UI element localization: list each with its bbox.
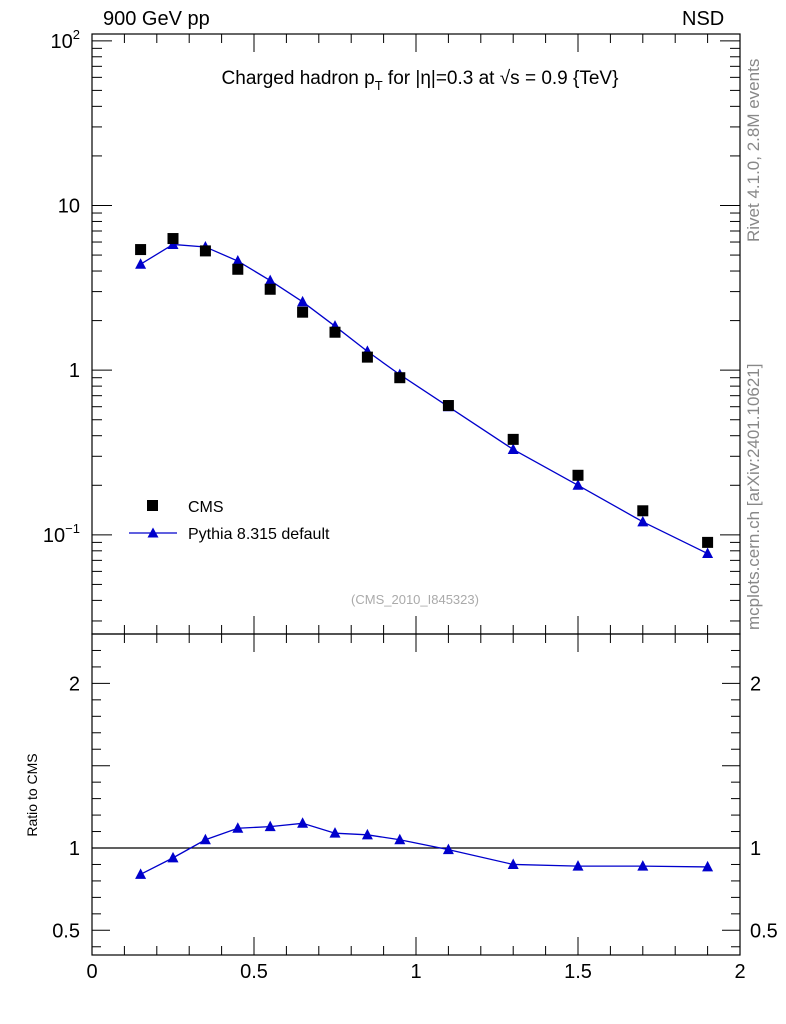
tick-exponent: −1 xyxy=(65,521,80,536)
pythia-ratio-point xyxy=(637,860,649,871)
x-tick-label: 1 xyxy=(410,961,421,983)
legend-cms-label: CMS xyxy=(188,499,224,516)
pythia-ratio-point xyxy=(199,833,211,845)
tick-base: 1 xyxy=(69,360,80,382)
pythia-main-point xyxy=(507,443,519,454)
x-tick-label: 0 xyxy=(86,961,97,983)
pythia-ratio-point xyxy=(329,827,341,838)
ratio-panel: 0.5 0.5 1 1 2 2 0 0.5 1 1.5 2 Ratio to CMS xyxy=(24,633,778,983)
cms-data-point xyxy=(572,469,584,481)
legend-pythia-label: Pythia 8.315 default xyxy=(188,526,330,543)
pythia-main-point xyxy=(637,515,649,527)
pythia-ratio-point xyxy=(167,851,179,863)
legend-pythia-marker xyxy=(147,527,159,538)
cms-data-point xyxy=(329,326,341,338)
main-y-tick-label: 10 xyxy=(58,195,80,217)
ratio-y-tick-labels: 0.5 0.5 1 1 2 2 xyxy=(52,673,778,942)
pythia-main-point xyxy=(702,547,714,559)
pythia-main-point xyxy=(297,295,309,307)
pythia-main-point xyxy=(572,479,584,490)
chart-title: Charged hadron pT for |η|=0.3 at √s = 0.… xyxy=(222,68,619,93)
ratio-ticks xyxy=(91,634,741,955)
pythia-ratio-point xyxy=(264,820,276,832)
title-rest: for |η|=0.3 at √s = 0.9 {TeV} xyxy=(383,68,619,89)
tick-base: 10 xyxy=(43,525,65,547)
cms-data-point xyxy=(297,306,309,318)
cms-data-point xyxy=(361,351,373,363)
title-main: Charged hadron p xyxy=(222,68,375,89)
legend-cms-marker xyxy=(147,500,158,511)
cms-data-point xyxy=(199,245,211,257)
pythia-ratio-point xyxy=(361,828,373,840)
ratio-y-tick-label-right: 0.5 xyxy=(750,920,778,942)
header-right-label: NSD xyxy=(682,8,725,30)
title-subscript: T xyxy=(375,78,383,93)
ratio-y-tick-label-left: 0.5 xyxy=(52,920,80,942)
pythia-main-point xyxy=(264,274,276,286)
pythia-ratio-point xyxy=(442,843,454,855)
pythia-ratio-line xyxy=(140,822,708,875)
pythia-ratio-point xyxy=(572,860,584,871)
tick-base: 10 xyxy=(58,195,80,217)
pythia-ratio-point xyxy=(297,817,309,828)
pythia-ratio-point xyxy=(232,822,244,833)
ratio-y-tick-label-left: 2 xyxy=(69,673,80,695)
tick-base: 10 xyxy=(51,31,73,53)
header-left-label: 900 GeV pp xyxy=(103,8,210,30)
pythia-ratio-series xyxy=(135,817,714,879)
ratio-y-tick-label-right: 2 xyxy=(750,673,761,695)
tick-exponent: 2 xyxy=(73,27,80,42)
x-tick-label: 2 xyxy=(734,961,745,983)
ratio-y-tick-label-right: 1 xyxy=(750,838,761,860)
main-ticks xyxy=(91,34,741,634)
main-y-tick-label: 10−1 xyxy=(43,521,80,547)
x-tick-labels: 0 0.5 1 1.5 2 xyxy=(86,961,745,983)
x-tick-label: 1.5 xyxy=(564,961,592,983)
pythia-ratio-point xyxy=(135,868,147,879)
x-tick-label: 0.5 xyxy=(240,961,268,983)
cms-data-point xyxy=(232,263,244,275)
cms-data-point xyxy=(264,283,276,295)
cms-main-series xyxy=(135,233,714,548)
cms-data-point xyxy=(637,505,649,517)
main-y-tick-label: 102 xyxy=(51,27,80,53)
ratio-y-axis-label: Ratio to CMS xyxy=(24,753,40,836)
pythia-ratio-point xyxy=(702,860,714,872)
ratio-frame xyxy=(91,633,741,956)
pythia-ratio-point xyxy=(507,858,519,869)
analysis-watermark: (CMS_2010_I845323) xyxy=(351,592,479,607)
cms-data-point xyxy=(167,233,179,245)
pythia-ratio-point xyxy=(394,833,406,845)
cms-data-point xyxy=(135,244,147,256)
cms-data-point xyxy=(442,400,454,412)
ratio-y-tick-label-left: 1 xyxy=(69,838,80,860)
pythia-main-line xyxy=(140,243,708,555)
cms-data-point xyxy=(702,536,714,548)
pythia-main-point xyxy=(135,258,147,269)
pythia-main-point xyxy=(232,255,244,266)
legend: CMS Pythia 8.315 default xyxy=(129,499,330,543)
cms-data-point xyxy=(507,433,519,445)
cms-data-point xyxy=(394,372,406,384)
main-y-tick-label: 1 xyxy=(69,360,80,382)
main-frame xyxy=(91,33,741,635)
